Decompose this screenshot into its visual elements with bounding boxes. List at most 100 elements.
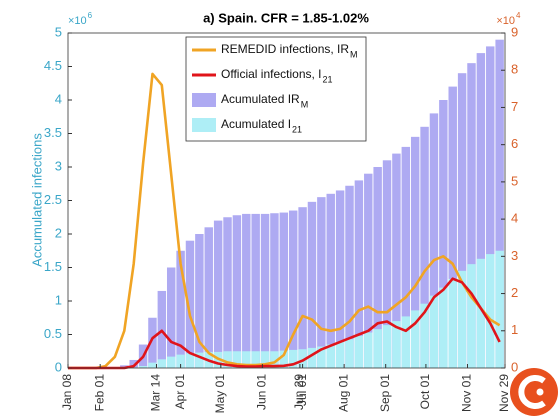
bar: [345, 339, 354, 368]
x-tick-label: Feb 01: [92, 374, 106, 412]
line: [68, 277, 501, 370]
x-tick-label: Jun 01: [255, 374, 269, 410]
bar: [495, 250, 504, 368]
bar: [185, 353, 195, 368]
axis-multiplier-exponent: 4: [516, 11, 521, 20]
bar: [317, 197, 326, 368]
bar: [448, 86, 457, 368]
lines-layer: [68, 72, 501, 370]
x-tick-label: Aug 01: [336, 374, 350, 412]
y2-tick-label: 8: [511, 62, 518, 77]
logo-circle: [510, 368, 558, 416]
y-axis-label: Accumulated infections: [29, 133, 44, 267]
bar: [242, 213, 251, 368]
legend-label-subscript: 21: [292, 124, 302, 134]
y2-tick-label: 5: [511, 173, 518, 188]
bar: [166, 267, 176, 368]
bar: [242, 351, 251, 368]
y-tick-label: 3: [55, 158, 62, 173]
bar: [354, 335, 364, 368]
bar: [326, 344, 335, 368]
bar: [195, 352, 204, 368]
axis-multiplier-exponent: 6: [88, 11, 93, 20]
bar: [157, 359, 167, 368]
bar: [401, 146, 411, 368]
legend-label-subscript: 21: [323, 74, 333, 84]
logo-mark: [518, 375, 546, 409]
bar: [223, 351, 232, 368]
bar: [429, 295, 439, 368]
bar: [439, 100, 448, 368]
bar: [495, 39, 504, 368]
bar: [279, 212, 289, 368]
legend-swatch: [192, 93, 216, 107]
bar: [410, 136, 420, 368]
x-tick-label: Sep 01: [378, 374, 392, 412]
bar: [298, 349, 307, 368]
y2-tick-label: 4: [511, 211, 518, 226]
line: [68, 72, 501, 370]
bar: [213, 220, 223, 368]
bar: [138, 365, 148, 368]
bar: [185, 240, 195, 368]
legend-label-subscript: M: [301, 99, 309, 109]
bar: [335, 341, 345, 368]
bar: [223, 217, 232, 368]
bar: [232, 351, 242, 368]
y-tick-label: 4.5: [44, 58, 62, 73]
bars-layer: [110, 39, 504, 369]
bar: [392, 153, 401, 368]
bar: [129, 359, 138, 368]
x-tick-label: Jul 01: [295, 374, 309, 406]
x-tick-label: Mar 14: [149, 374, 163, 412]
bar: [382, 325, 392, 368]
bar: [364, 332, 373, 368]
x-tick-label: Apr 01: [173, 374, 187, 410]
y2-tick-label: 3: [511, 248, 518, 263]
y-tick-label: 0: [55, 359, 62, 374]
legend-label: REMEDID infections, IR: [221, 42, 349, 56]
legend-swatch: [192, 118, 216, 132]
y-tick-label: 0.5: [44, 326, 62, 341]
bar: [176, 354, 185, 368]
bar: [373, 167, 382, 368]
y2-tick-label: 1: [511, 322, 518, 337]
y2-tick-label: 0: [511, 359, 518, 374]
bar: [364, 173, 373, 368]
bar: [270, 213, 279, 368]
legend-label: Acumulated IR: [221, 92, 300, 106]
x-tick-label: Jun 29: [292, 374, 306, 410]
bar: [392, 321, 401, 368]
bar: [120, 365, 129, 368]
bar: [486, 254, 495, 368]
legend-label-subscript: M: [350, 49, 358, 59]
x-tick-label: Nov 29: [497, 374, 511, 412]
axis-multiplier: ×10: [68, 15, 87, 27]
logo: [510, 368, 558, 416]
bar: [486, 46, 495, 369]
y-tick-label: 3.5: [44, 125, 62, 140]
chart-title: a) Spain. CFR = 1.85-1.02%: [203, 10, 369, 25]
bar: [448, 278, 457, 368]
bar: [476, 53, 486, 368]
bar: [288, 210, 298, 368]
y-tick-label: 1: [55, 292, 62, 307]
y2-tick-label: 7: [511, 99, 518, 114]
bar: [345, 185, 354, 368]
x-tick-label: Nov 01: [460, 374, 474, 412]
bar: [251, 351, 260, 368]
bar: [401, 316, 411, 368]
bar: [270, 351, 279, 368]
bar: [279, 350, 289, 368]
y2-tick-label: 2: [511, 285, 518, 300]
y-tick-label: 5: [55, 24, 62, 39]
bar: [420, 303, 429, 368]
bar: [195, 234, 204, 368]
bar: [204, 227, 213, 368]
bar: [232, 215, 242, 368]
bar: [476, 258, 486, 368]
bar: [439, 287, 448, 368]
bar: [260, 213, 270, 368]
bar: [251, 213, 260, 368]
